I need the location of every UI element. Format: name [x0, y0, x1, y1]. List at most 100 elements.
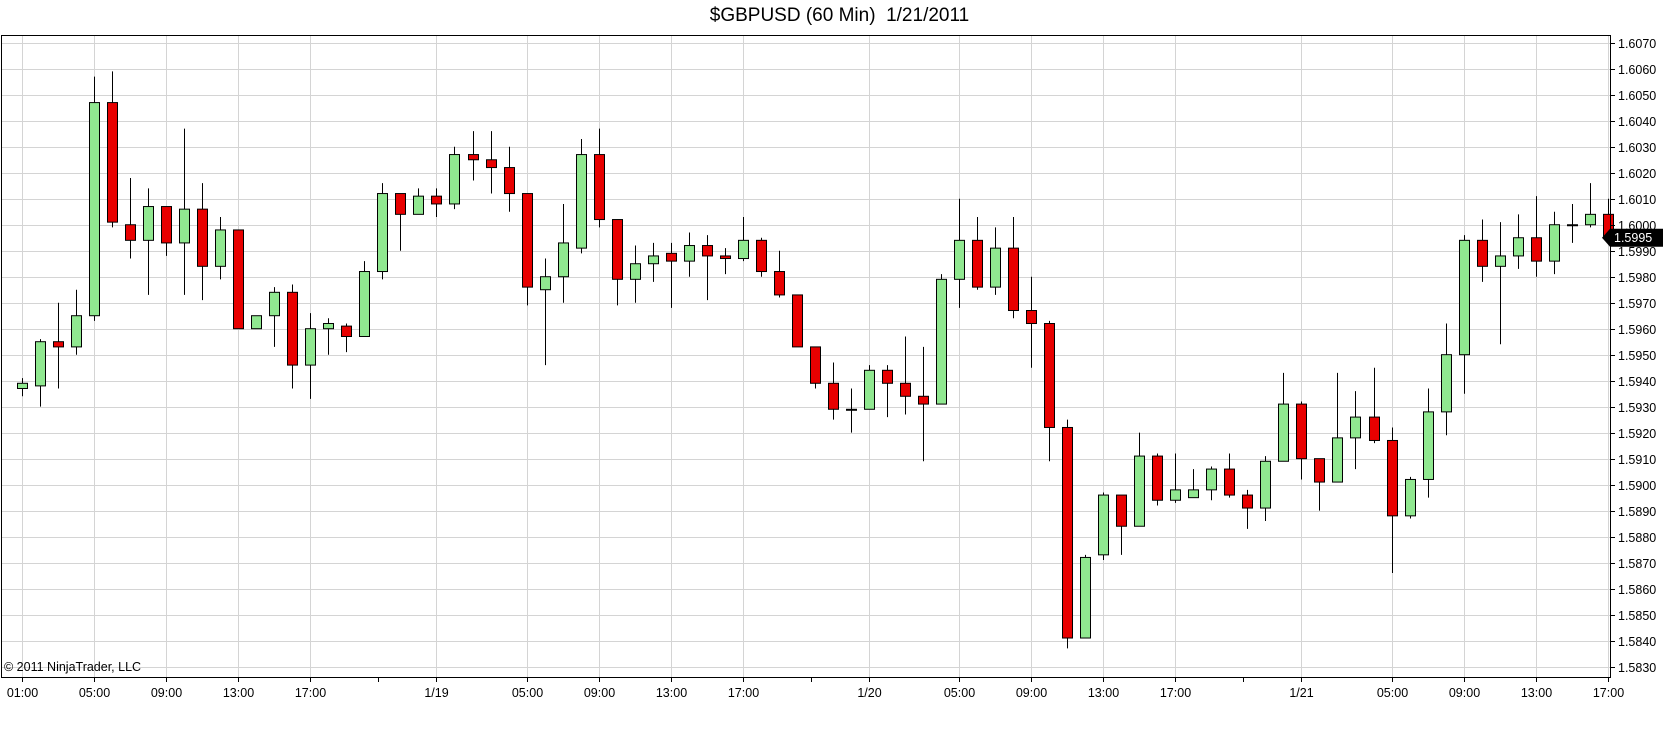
candle-down	[1116, 494, 1127, 555]
x-axis: 01:00 05:00 09:00 13:00 17:00 1/19 05:00 09:00 1…	[7, 677, 1624, 700]
candle-body	[17, 382, 28, 389]
candle-body	[486, 159, 497, 169]
candle-up	[684, 232, 695, 277]
candle-body	[702, 245, 713, 257]
x-tick-label: 1/20	[857, 686, 881, 700]
candle-up	[1405, 476, 1416, 519]
candle-body	[666, 252, 677, 262]
candle-down	[1008, 216, 1019, 319]
chart-title: $GBPUSD (60 Min) 1/21/2011	[709, 5, 970, 26]
candle-up	[89, 76, 100, 321]
candle-body	[882, 369, 893, 384]
candle-up	[1459, 235, 1470, 394]
candle-body	[341, 325, 352, 338]
candle-up	[251, 315, 262, 330]
y-tick-label: 1.6060	[1618, 63, 1656, 77]
candle-body	[323, 323, 334, 330]
candle-body	[1495, 255, 1506, 267]
candle-up	[1513, 214, 1524, 269]
last-price-label: 1.5995	[1614, 231, 1652, 245]
y-tick-label: 1.5890	[1618, 505, 1656, 519]
candle-up	[449, 146, 460, 210]
last-price-marker: 1.5995	[1602, 228, 1663, 247]
candle-body	[1152, 455, 1163, 501]
candle-body	[161, 206, 172, 244]
candle-body	[1188, 489, 1199, 499]
candle-up	[540, 258, 551, 366]
candle-body	[1531, 237, 1542, 262]
candle-up	[305, 313, 316, 399]
candle-body	[1477, 239, 1488, 267]
x-tick-label: 05:00	[1377, 686, 1408, 700]
candle-body	[1567, 224, 1578, 227]
candle-up	[1567, 203, 1578, 243]
candle-down	[504, 146, 515, 212]
candle-body	[954, 239, 965, 280]
y-tick-label: 1.5970	[1618, 297, 1656, 311]
candle-body	[71, 315, 82, 348]
candle-body	[107, 102, 118, 223]
candle-body	[89, 102, 100, 317]
candle-body	[1080, 556, 1091, 639]
candle-down	[1152, 453, 1163, 506]
candle-up	[1206, 466, 1217, 501]
candle-body	[1405, 478, 1416, 517]
candle-down	[486, 131, 497, 194]
candle-body	[1242, 494, 1253, 509]
y-tick-label: 1.5900	[1618, 479, 1656, 493]
candle-body	[738, 239, 749, 260]
candle-down	[431, 188, 442, 217]
y-axis: 1.5830 1.5840 1.5850 1.5860 1.5870 1.5880 1.58…	[1610, 37, 1656, 675]
candle-up	[630, 245, 641, 303]
candle-body	[359, 271, 370, 338]
candle-body	[251, 315, 262, 330]
candle-down	[1531, 196, 1542, 277]
candle-body	[1387, 439, 1398, 517]
candle-body	[720, 255, 731, 260]
plot-frame	[1, 35, 1611, 678]
candle-body	[540, 276, 551, 291]
candles	[17, 71, 1614, 649]
candle-body	[576, 154, 587, 249]
candle-body	[1585, 213, 1596, 226]
candle-body	[1008, 247, 1019, 312]
candle-up	[17, 378, 28, 397]
candle-up	[1134, 432, 1145, 527]
candle-up	[1441, 323, 1452, 436]
candle-down	[810, 346, 821, 389]
candle-up	[1098, 492, 1109, 561]
candle-body	[287, 291, 298, 366]
candle-down	[756, 237, 767, 277]
y-tick-label: 1.5880	[1618, 531, 1656, 545]
candle-up	[1350, 391, 1361, 470]
y-tick-label: 1.6030	[1618, 141, 1656, 155]
candle-body	[630, 263, 641, 280]
y-tick-label: 1.5850	[1618, 609, 1656, 623]
candle-up	[143, 188, 154, 295]
candle-up	[413, 188, 424, 215]
candle-body	[377, 193, 388, 273]
candle-up	[576, 138, 587, 254]
candle-down	[287, 284, 298, 389]
candle-down	[1224, 453, 1235, 498]
candle-down	[197, 183, 208, 301]
candle-down	[666, 242, 677, 308]
x-tick-label: 1/21	[1289, 686, 1313, 700]
candle-down	[720, 248, 731, 275]
candle-body	[900, 382, 911, 397]
candle-down	[1387, 427, 1398, 574]
candle-body	[1062, 426, 1073, 639]
candle-down	[233, 229, 244, 330]
y-tick-label: 1.5990	[1618, 245, 1656, 259]
candle-up	[738, 216, 749, 262]
candle-down	[395, 193, 406, 251]
candle-body	[1044, 323, 1055, 428]
y-tick-label: 1.6020	[1618, 167, 1656, 181]
candle-body	[1441, 354, 1452, 413]
candle-down	[972, 216, 983, 290]
copyright-notice: © 2011 NinjaTrader, LLC	[4, 660, 141, 674]
x-tick-label: 05:00	[944, 686, 975, 700]
candle-up	[215, 216, 226, 280]
candle-body	[1423, 411, 1434, 480]
